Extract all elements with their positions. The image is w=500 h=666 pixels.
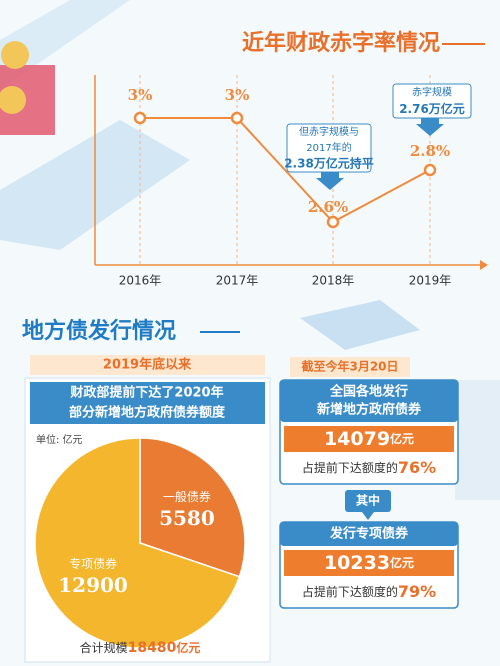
decor xyxy=(0,86,26,114)
card-heading: 财政部提前下达了2020年 xyxy=(70,385,223,401)
data-point xyxy=(230,111,244,125)
share-text: 占提前下达额度的 xyxy=(302,584,398,599)
heading-band xyxy=(30,382,265,424)
slice-label: 专项债券 xyxy=(69,556,117,571)
subtitle: 2019年底以来 xyxy=(103,357,192,373)
date-band xyxy=(290,357,410,377)
item-head xyxy=(280,380,458,422)
share-value: 76% xyxy=(398,458,436,477)
amount-band xyxy=(284,426,454,452)
item-title: 全国各地发行 xyxy=(329,384,408,400)
data-point xyxy=(133,111,147,125)
value-label: 2.8% xyxy=(410,142,450,160)
total-label: 合计规模 xyxy=(80,640,128,655)
amount-value: 10233 xyxy=(324,552,390,574)
pie-slice xyxy=(139,437,246,578)
data-line xyxy=(140,117,431,224)
item-amount: 14079亿元 xyxy=(324,428,414,450)
annotation-text: 2.76万亿元 xyxy=(399,101,465,116)
axis-arrow xyxy=(480,260,488,270)
item-title: 发行专项债券 xyxy=(329,526,409,542)
card-heading: 部分新增地方政府债券额度 xyxy=(69,405,226,421)
chart-title: 近年财政赤字率情况 xyxy=(242,30,440,56)
annotation-text: 赤字规模 xyxy=(412,86,452,99)
share-text: 占提前下达额度的 xyxy=(302,460,398,475)
pie-chart: 地方债发行情况 2019年底以来财政部提前下达了2020年部分新增地方政府债券额度… xyxy=(22,318,271,663)
x-tick-label: 2016年 xyxy=(119,274,162,288)
annotation-arrow xyxy=(316,172,344,190)
amount-value: 14079 xyxy=(324,428,390,450)
data-point xyxy=(326,215,340,229)
total: 合计规模18480亿元 xyxy=(80,640,201,657)
decor xyxy=(455,380,500,500)
item-head xyxy=(280,522,458,546)
connector: 其中 xyxy=(356,493,380,508)
annotation-text: 2.38万亿元持平 xyxy=(284,156,374,171)
pie-slice xyxy=(34,437,241,649)
slice-value: 5580 xyxy=(159,506,215,530)
annotation-arrow xyxy=(416,118,444,136)
unit-note: 单位: 亿元 xyxy=(36,433,83,446)
value-label: 3% xyxy=(128,86,153,104)
item-share: 占提前下达额度的79% xyxy=(302,582,436,601)
item-title: 新增地方政府债券 xyxy=(317,402,422,418)
x-tick-label: 2018年 xyxy=(312,274,355,288)
x-tick-label: 2017年 xyxy=(216,274,259,288)
item-amount: 10233亿元 xyxy=(324,552,414,574)
item-share: 占提前下达额度的76% xyxy=(302,458,436,477)
value-label: 3% xyxy=(225,86,250,104)
annotation-text: 但赤字规模与 xyxy=(299,125,359,138)
panel-date: 截至今年3月20日 xyxy=(301,359,398,374)
slice-value: 12900 xyxy=(58,573,128,597)
side-panel: 截至今年3月20日全国各地发行新增地方政府债券14079亿元占提前下达额度的76… xyxy=(279,357,459,609)
value-label: 2.6% xyxy=(308,198,348,216)
subtitle-band xyxy=(30,355,265,375)
amount-band xyxy=(284,550,454,576)
amount-unit: 亿元 xyxy=(390,431,414,446)
x-tick-label: 2019年 xyxy=(409,274,452,288)
line-chart: 近年财政赤字率情况 2016年 2017年 2018年 2019年 3% 3% 2.6% 2.8… xyxy=(94,30,488,288)
decor xyxy=(300,300,420,350)
slice-label: 一般债券 xyxy=(163,489,211,504)
total-unit: 亿元 xyxy=(176,640,200,655)
connector-box xyxy=(345,490,391,512)
total-value: 18480 xyxy=(128,640,177,656)
share-value: 79% xyxy=(398,582,436,601)
data-point xyxy=(423,163,437,177)
decor xyxy=(1,41,29,69)
annotation-text: 2017年的 xyxy=(306,141,351,154)
amount-unit: 亿元 xyxy=(390,555,414,570)
connector-arrow xyxy=(362,512,374,520)
section-title: 地方债发行情况 xyxy=(22,318,176,344)
